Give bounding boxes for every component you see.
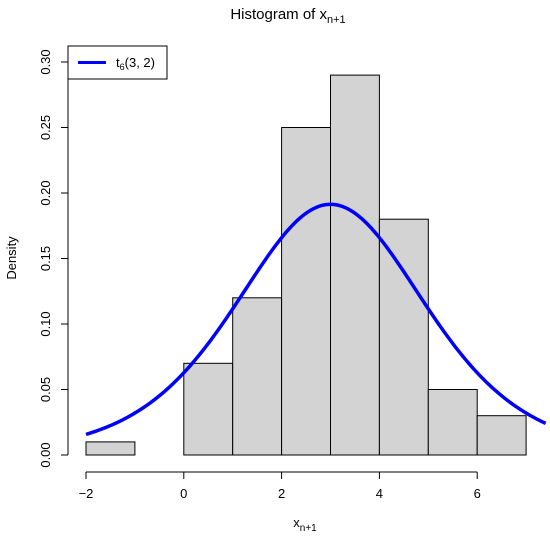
histogram-bar-3 xyxy=(232,297,283,456)
histogram-bar-8 xyxy=(476,415,527,456)
y-tick-label-3: 0.15 xyxy=(38,246,53,271)
curve-layer xyxy=(85,202,547,437)
legend-label-rest: (3, 2) xyxy=(125,55,155,70)
y-tick-label-5: 0.25 xyxy=(38,115,53,140)
x-axis: −2 0 2 4 6 xyxy=(79,471,481,501)
legend-label-main: t xyxy=(116,55,120,70)
x-tick-label-2: 2 xyxy=(278,486,285,501)
y-tick-label-6: 0.30 xyxy=(38,49,53,74)
histogram-bar-7 xyxy=(427,389,478,456)
chart-title-subscript: n+1 xyxy=(327,14,346,26)
histogram-bar-4 xyxy=(281,127,332,456)
y-axis-label: Density xyxy=(4,236,19,280)
x-tick-label-0: −2 xyxy=(79,486,94,501)
histogram-bar-0 xyxy=(85,441,136,456)
x-axis-label-subscript: n+1 xyxy=(300,523,317,534)
legend-label: t6(3, 2) xyxy=(116,55,155,72)
x-tick-label-4: 6 xyxy=(474,486,481,501)
legend-label-subscript: 6 xyxy=(120,62,125,72)
y-tick-label-4: 0.20 xyxy=(38,180,53,205)
y-tick-label-0: 0.00 xyxy=(38,442,53,467)
histogram-bar-6 xyxy=(378,218,429,456)
chart-title: Histogram of xn+1 xyxy=(230,6,345,26)
bars-layer xyxy=(85,74,527,456)
y-tick-label-1: 0.05 xyxy=(38,377,53,402)
legend: t6(3, 2) xyxy=(67,45,168,80)
histogram-bar-2 xyxy=(183,362,234,456)
histogram-bar-5 xyxy=(330,74,380,456)
x-axis-label-main: x xyxy=(293,515,300,530)
chart-title-main: Histogram of x xyxy=(230,6,327,23)
x-axis-label: xn+1 xyxy=(293,515,317,534)
y-axis: 0.00 0.05 0.10 0.15 0.20 0.25 0.30 xyxy=(38,49,69,468)
x-tick-label-1: 0 xyxy=(180,486,187,501)
density-curve xyxy=(85,202,547,437)
y-tick-label-2: 0.10 xyxy=(38,311,53,336)
x-tick-label-3: 4 xyxy=(376,486,383,501)
